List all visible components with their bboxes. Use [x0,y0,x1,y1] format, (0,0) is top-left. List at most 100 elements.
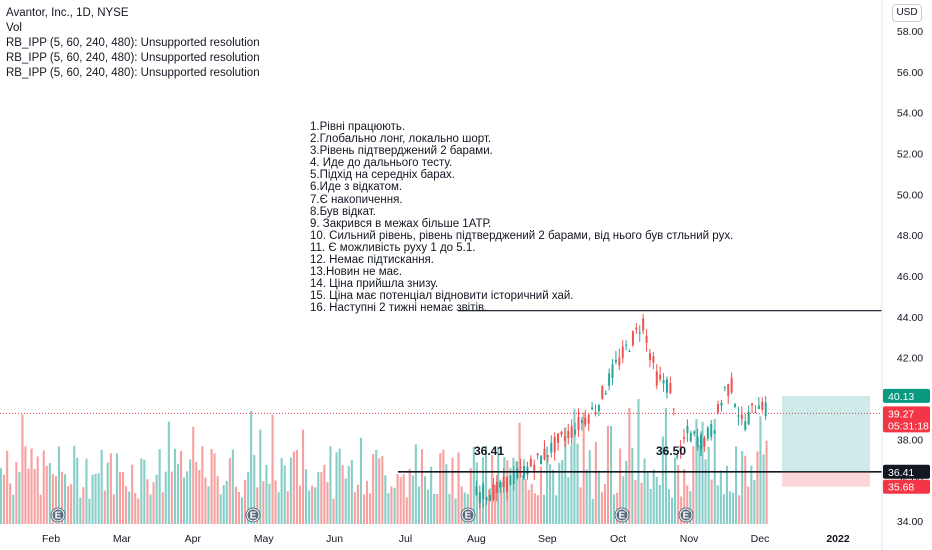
candle-body [689,432,692,442]
volume-bar [268,483,271,524]
volume-bar [329,446,332,524]
volume-bar [667,489,670,524]
volume-bar [314,487,317,524]
volume-bar [359,437,362,524]
volume-bar [161,492,164,524]
note-line: 4. Иде до дальнього тесту. [310,157,453,170]
earnings-marker[interactable]: E [245,507,261,523]
candle-body [594,412,597,414]
x-tick-label: 2022 [826,533,850,545]
note-line: 8.Був відкат. [310,205,376,218]
volume-bar [88,498,91,524]
volume-bar [509,468,512,524]
volume-bar [12,494,15,524]
position-target-zone[interactable] [782,395,870,472]
y-tick-label: 54.00 [897,108,923,120]
volume-bar [542,494,545,524]
volume-bar [719,470,722,524]
volume-bar [344,478,347,524]
volume-bar [704,459,707,524]
volume-bar [30,448,33,524]
volume-bar [140,458,143,524]
note-line: 2.Глобально лонг, локально шорт. [310,133,492,146]
candle-body [570,426,573,438]
volume-bar [302,429,305,524]
volume-bar [536,495,539,524]
earnings-icon-ring [461,508,475,522]
candle-body [574,429,577,435]
earnings-icon [50,507,66,523]
volume-bar [591,498,594,524]
volume-bar [707,446,710,524]
currency-button[interactable]: USD [892,4,922,22]
earnings-marker[interactable]: E [678,507,694,523]
volume-bar [125,486,128,524]
checklist-notes: 1.Рівні працюють. 2.Глобально лонг, лока… [310,121,733,315]
volume-bar [183,477,186,524]
legend-indicator[interactable]: RB_IPP (5, 60, 240, 480): Unsupported re… [6,52,260,64]
earnings-icon-ring [615,508,629,522]
candle-body [553,436,556,453]
candle-body [642,318,645,331]
note-line: 16. Наступні 2 тижні немає звітів. [310,302,488,315]
earnings-marker[interactable]: E [614,507,630,523]
volume-bar [674,457,677,524]
volume-bar [442,449,445,524]
candle-body [533,464,536,473]
earnings-marker[interactable]: E [50,507,66,523]
legend-volume[interactable]: Vol [6,22,22,34]
volume-bar [317,472,320,524]
volume-bar [97,473,100,524]
candle-body [631,331,634,346]
volume-bar [24,446,27,524]
volume-bar [390,486,393,524]
volume-bar [610,426,613,524]
candle-body [665,379,668,393]
note-line: 3.Рівень підтверджений 2 барами. [310,145,493,158]
volume-bar [247,471,250,524]
volume-bar [549,464,552,524]
legend-indicator[interactable]: RB_IPP (5, 60, 240, 480): Unsupported re… [6,67,260,79]
volume-bar [457,452,460,524]
x-tick-label: Nov [680,533,699,545]
x-tick-label: Apr [185,533,202,545]
volume-bar [122,472,125,524]
volume-bar [323,464,326,524]
volume-bar [338,448,341,524]
volume-bar [427,489,430,524]
earnings-marker[interactable]: E [460,507,476,523]
candle-body [754,412,757,414]
volume-bar [372,454,375,524]
note-line: 12. Немає підтискання. [310,254,434,267]
candle-body [540,455,543,465]
candle-body [512,472,515,485]
volume-bar [485,445,488,524]
volume-bar [231,449,234,524]
volume-bar [94,473,97,524]
candle-body [751,403,754,406]
volume-bar [283,465,286,524]
note-line: 5.Підхід на середніх барах. [310,169,455,182]
symbol-title[interactable]: Avantor, Inc., 1D, NYSE [6,7,129,19]
volume-bar [728,491,731,524]
legend-indicator[interactable]: RB_IPP (5, 60, 240, 480): Unsupported re… [6,37,260,49]
volume-bar [27,468,30,524]
candle-body [621,346,624,358]
candle-body [696,436,699,447]
y-tick-label: 56.00 [897,67,923,79]
volume-bar [79,497,82,524]
volume-bar [265,464,268,524]
volume-bar [649,488,652,524]
volume-bar [558,463,561,524]
y-tick-label: 46.00 [897,271,923,283]
candle-body [536,453,539,456]
candle-body [516,468,519,479]
volume-bar [286,491,289,524]
candle-body [550,442,553,453]
volume-bar [137,498,140,524]
position-stop-zone[interactable] [782,471,870,487]
volume-bar [588,450,591,524]
volume-bar [420,449,423,524]
x-tick-label: Oct [610,533,626,545]
